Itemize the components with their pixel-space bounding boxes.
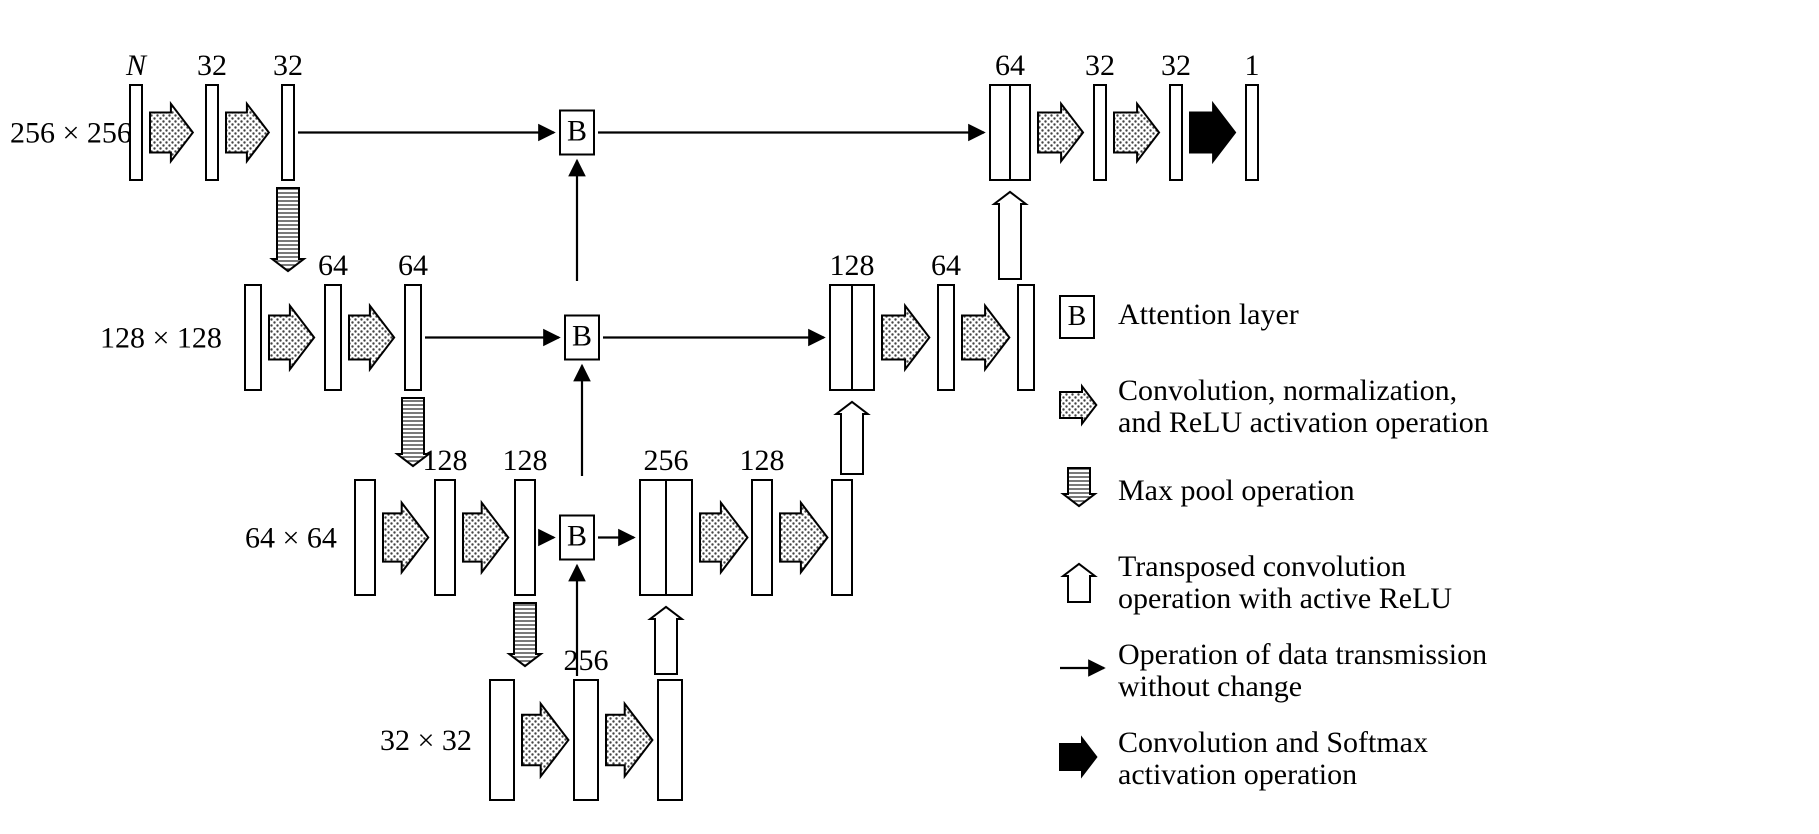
layer-block [1170, 85, 1182, 180]
channel-label: 64 [398, 249, 428, 282]
legend-text: Transposed convolution [1118, 550, 1406, 583]
dim-label: 64 × 64 [245, 522, 337, 555]
conv-arrow [522, 704, 568, 777]
conv-arrow [269, 306, 314, 370]
legend-text: without change [1118, 670, 1302, 703]
conv-arrow [882, 306, 929, 370]
channel-label: 128 [740, 444, 785, 477]
channel-label: 1 [1245, 49, 1260, 82]
conv-arrow [606, 704, 652, 777]
legend-conv-icon [1060, 386, 1096, 423]
layer-block [938, 285, 954, 390]
legend-item: B [1060, 296, 1094, 338]
dim-label: 32 × 32 [380, 724, 472, 757]
channel-label: 256 [564, 644, 609, 677]
layer-block [435, 480, 455, 595]
legend-up-icon [1063, 564, 1095, 602]
layer-block [245, 285, 261, 390]
conv-arrow [463, 503, 508, 573]
conv-arrow [1038, 104, 1083, 161]
conv-arrow [150, 104, 193, 161]
attention-B-label: B [572, 319, 592, 352]
svg-text:B: B [1068, 301, 1087, 332]
layer-block [325, 285, 341, 390]
attention-B-label: B [567, 114, 587, 147]
layer-block [130, 85, 142, 180]
layer-block [206, 85, 218, 180]
maxpool-arrow [509, 603, 541, 666]
layer-block [1094, 85, 1106, 180]
layer-block [658, 680, 682, 800]
dim-label: 256 × 256 [10, 117, 132, 150]
channel-label: 32 [1085, 49, 1115, 82]
conv-arrow [1114, 104, 1159, 161]
legend-pool-icon [1063, 468, 1095, 506]
attention-B-label: B [567, 519, 587, 552]
legend-text: Operation of data transmission [1118, 638, 1487, 671]
legend-text: Convolution and Softmax [1118, 726, 1428, 759]
channel-label: N [125, 49, 148, 82]
layer-block [574, 680, 598, 800]
upconv-arrow [650, 607, 682, 674]
legend-text: Convolution, normalization, [1118, 374, 1457, 407]
channel-label: 32 [197, 49, 227, 82]
channel-label: 32 [273, 49, 303, 82]
conv-arrow [349, 306, 394, 370]
legend-text: Max pool operation [1118, 474, 1355, 507]
layer-block [1018, 285, 1034, 390]
softmax-arrow [1190, 104, 1235, 161]
upconv-arrow [836, 402, 868, 474]
layer-block [515, 480, 535, 595]
layer-block [1246, 85, 1258, 180]
channel-label: 64 [995, 49, 1025, 82]
channel-label: 32 [1161, 49, 1191, 82]
layer-block [405, 285, 421, 390]
channel-label: 128 [423, 444, 468, 477]
legend-text: and ReLU activation operation [1118, 406, 1489, 439]
conv-arrow [962, 306, 1009, 370]
layer-block [832, 480, 852, 595]
dim-label: 128 × 128 [100, 322, 222, 355]
conv-arrow [383, 503, 428, 573]
legend-text: activation operation [1118, 758, 1357, 791]
maxpool-arrow [397, 398, 429, 466]
legend-solid-icon [1060, 738, 1096, 775]
layer-block [282, 85, 294, 180]
layer-block [490, 680, 514, 800]
legend-text: operation with active ReLU [1118, 582, 1452, 615]
conv-arrow [226, 104, 269, 161]
conv-arrow [700, 503, 747, 573]
maxpool-arrow [272, 188, 304, 271]
channel-label: 128 [830, 249, 875, 282]
upconv-arrow [994, 192, 1026, 279]
legend-text: Attention layer [1118, 298, 1299, 331]
channel-label: 128 [503, 444, 548, 477]
conv-arrow [780, 503, 827, 573]
channel-label: 64 [931, 249, 961, 282]
channel-label: 64 [318, 249, 348, 282]
channel-label: 256 [644, 444, 689, 477]
layer-block [752, 480, 772, 595]
layer-block [355, 480, 375, 595]
